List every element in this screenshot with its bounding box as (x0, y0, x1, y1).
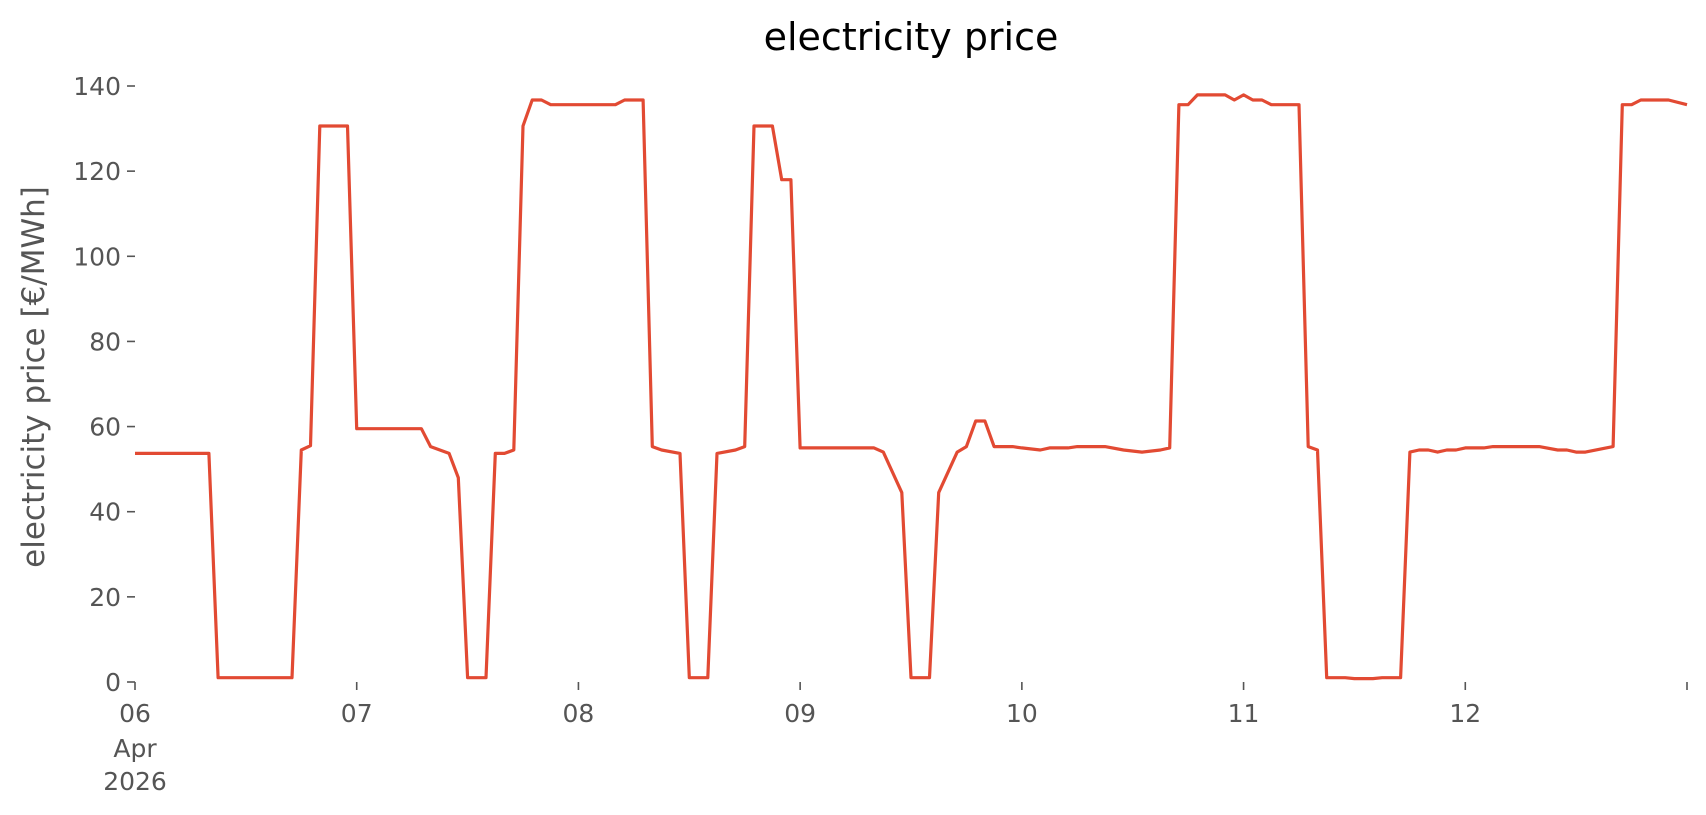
x-axis: 06 Apr 2026 07 08 09 10 11 12 (103, 682, 1688, 796)
x-tick-label: 08 (563, 699, 595, 728)
y-tick-label: 100 (73, 242, 121, 271)
x-tick-label: 11 (1228, 699, 1260, 728)
series-line (135, 93, 1688, 681)
y-axis: 0 20 40 60 80 100 120 140 (73, 72, 135, 697)
x-tick-sublabel: Apr (113, 734, 157, 763)
y-tick-label: 120 (73, 157, 121, 186)
x-tick-label: 12 (1449, 699, 1481, 728)
x-tick-label: 10 (1006, 699, 1038, 728)
x-tick-label: 06 (119, 699, 151, 728)
y-tick-label: 20 (89, 583, 121, 612)
y-axis-label: electricity price [€/MWh] (16, 186, 52, 568)
y-tick-label: 140 (73, 72, 121, 101)
x-tick-label: 09 (784, 699, 816, 728)
y-tick-label: 0 (105, 668, 121, 697)
y-tick-label: 80 (89, 327, 121, 356)
y-tick-label: 40 (89, 498, 121, 527)
x-tick-label: 07 (341, 699, 373, 728)
chart-title: electricity price (764, 15, 1059, 59)
plot-area (135, 93, 1688, 681)
x-tick-sublabel: 2026 (103, 767, 167, 796)
y-tick-label: 60 (89, 413, 121, 442)
